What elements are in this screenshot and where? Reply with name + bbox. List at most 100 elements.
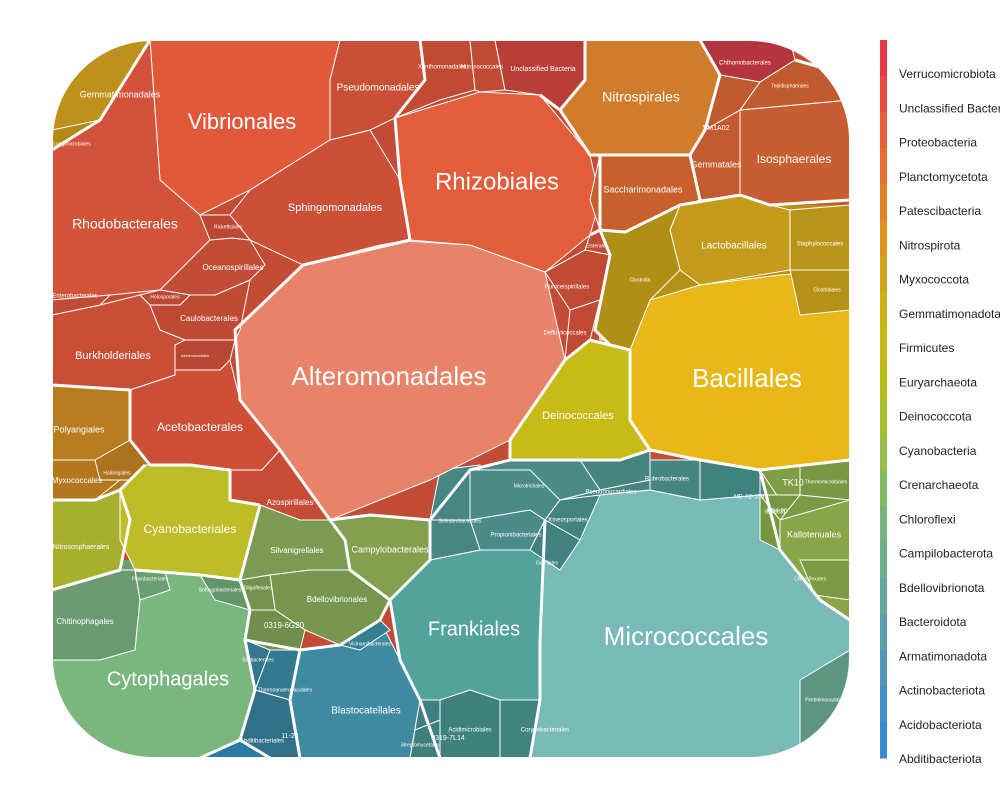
cell-label: Acetobacterales [157, 420, 243, 434]
phylum-border [52, 463, 147, 502]
cell-label: Pseudonocardiales [585, 490, 636, 496]
phylum-border [528, 519, 547, 758]
cell-label: Caulobacterales [180, 314, 238, 323]
cell-label: Kineosporiales [548, 518, 587, 524]
legend-entry: Chloroflexi [899, 512, 956, 526]
phylum-border [688, 154, 702, 201]
phylum-border [598, 155, 850, 234]
cell-label: Blastocatellales [331, 706, 400, 717]
legend-color-bar-segment [880, 363, 887, 400]
cell-label: Longimicrobiales [53, 141, 91, 147]
phylum-border [52, 383, 261, 507]
legend-color-bar-segment [880, 434, 887, 472]
phylum-border [388, 599, 442, 758]
cell-label: Thermoanaerobaculales [258, 687, 312, 693]
cell-label: Corynebacteriales [521, 728, 569, 734]
cell-label: Enterobacterales [52, 294, 97, 300]
legend-color-bar-segment [880, 650, 887, 687]
legend-entry: Myxococcota [899, 273, 969, 287]
legend-color-bar-segment [880, 614, 887, 651]
chart-frame [51, 39, 851, 759]
cell-label: Acidimicrobiales [448, 728, 491, 734]
phylum-border [52, 489, 132, 592]
cell-label: Deinococcales [542, 410, 614, 422]
legend-color-bar-segment [880, 506, 887, 544]
legend-entry: Deinococcota [899, 410, 972, 424]
cell-enterobacterales [52, 294, 112, 316]
cell-label: Staphylococcales [797, 242, 844, 248]
cell-label: Micrococcales [604, 621, 769, 651]
treemap-cells [52, 40, 850, 758]
legend-color-bar-segment [880, 75, 887, 113]
legend-entry: Firmicutes [899, 341, 954, 355]
legend-entry: Campilobacterota [899, 547, 993, 561]
legend-color-bar-segment [880, 470, 887, 508]
legend-entry: Cyanobacteria [899, 444, 977, 458]
legend-color-bar-segment [880, 40, 887, 77]
cell-label: Microtrichales [514, 483, 545, 489]
cell-labels: Alteromonadales Rhizobiales Vibrionales Rho… [52, 61, 848, 749]
cell-label: Rhizobiales [435, 168, 559, 195]
cell-label: SM1A02 [703, 125, 730, 132]
legend-entry: Unclassified Bacteria [899, 101, 1000, 115]
legend-entry: Bdellovibrionota [899, 581, 985, 595]
phylum-border [52, 40, 152, 152]
cell-label: KD4-96 [767, 509, 788, 515]
legend-entry: Gemmatimonadota [899, 307, 1000, 321]
cell-label: Burkholderiales [75, 350, 151, 362]
cell-label: Chthoniobacterales [719, 61, 771, 67]
phylum-border [233, 40, 427, 521]
phylum-borders [52, 40, 850, 758]
legend-color-bar-segment [880, 578, 887, 615]
cell-label: Solirubrobacterales [438, 518, 482, 524]
cell-label: Elsterales [586, 243, 608, 249]
cell-label: Unclassified Bacteria [510, 66, 575, 73]
cell-holosporales [139, 289, 192, 306]
cell-label: Aeromonadales [181, 353, 209, 358]
cell-label: Vicinamibacterales [349, 641, 391, 647]
cell-label: Holosporales [150, 294, 180, 300]
cell-label: Abditibacteriales [240, 739, 284, 745]
legend-color-bar-segment [880, 722, 887, 759]
legend-color-bar-segment [880, 255, 887, 292]
cell-label: TK10 [782, 477, 804, 487]
cell-nitrosococcales [469, 40, 506, 93]
phylum-border [758, 469, 850, 622]
cell-0319-7l14 [409, 719, 441, 758]
cell-label: Cyanobacteriales [144, 522, 237, 536]
cell-label: Saccharimonadales [603, 184, 683, 194]
legend-color-bar-segment [880, 219, 887, 256]
phylum-border [539, 40, 587, 112]
cell-label: Propionibacteriales [490, 533, 541, 539]
cell-label: Puniceispirillales [545, 285, 589, 291]
cell-label: Gemmatimonadales [80, 89, 161, 99]
cell-label: Frankiales [428, 618, 520, 640]
cell-label: Chitinophagales [56, 617, 113, 626]
cell-label: Campylobacterales [351, 544, 429, 554]
cell-label: Sphingobacteriales [199, 587, 242, 593]
cell-label: Isosphaerales [757, 152, 832, 166]
cell-label: SBR1031 [764, 509, 786, 515]
cell-staphylococcales [789, 204, 850, 271]
cell-clostridiales [789, 269, 850, 316]
cell-label: Azospirillales [267, 498, 314, 507]
cell-label: MB-A2-108 [734, 495, 765, 501]
legend-entry: Patescibacteria [899, 204, 981, 218]
cell-label: Oligoflexales [244, 585, 273, 591]
cell-label: Xanthomonadales [418, 65, 466, 71]
cell-label: Vibrionales [188, 109, 296, 134]
cell-label: Kallotenuales [787, 529, 842, 539]
legend-color-bar-segment [880, 183, 887, 220]
legend-color-bar-segment [880, 147, 887, 185]
phylum-border [288, 649, 302, 758]
cell-label: Fimbriimonadales [805, 697, 845, 703]
cell-label: Nitrosococcales [461, 65, 503, 71]
legend-color-bar-segment [880, 542, 887, 579]
legend-entry: Nitrospirota [899, 238, 961, 252]
legend-entry: Verrucomicrobiota [899, 67, 996, 81]
cell-label: Myxococcales [52, 476, 102, 485]
cell-label: Oceanospirillales [203, 263, 264, 272]
legend-entry: Abditibacteriota [899, 752, 982, 766]
legend-entry: Crenarchaeota [899, 478, 979, 492]
